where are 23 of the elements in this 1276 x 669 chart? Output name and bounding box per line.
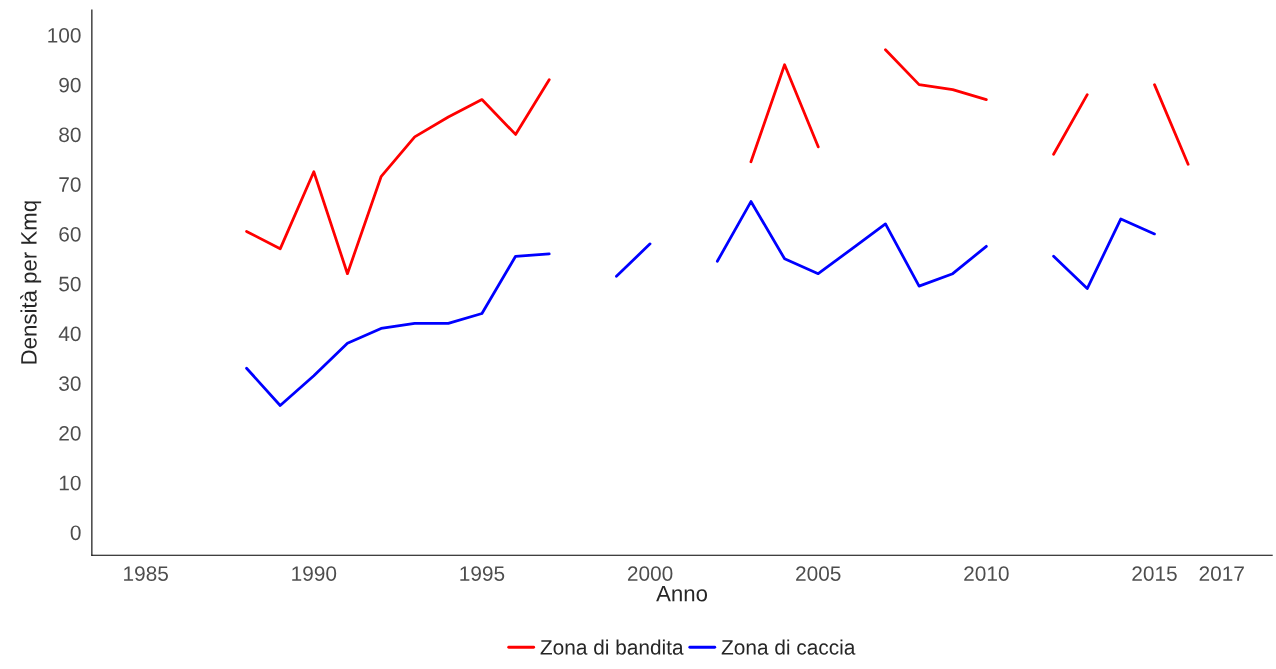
- y-tick-label: 40: [58, 326, 81, 342]
- y-tick-label: 70: [59, 177, 81, 192]
- x-tick-label: 1990: [292, 566, 337, 581]
- y-tick-label: 30: [59, 376, 81, 391]
- y-tick-label: 100: [48, 27, 81, 43]
- y-tick-label: 60: [59, 226, 81, 242]
- y-axis-title: Densità per Kmq: [20, 201, 42, 364]
- x-tick-label: 1985: [124, 566, 168, 581]
- y-tick-label: 90: [59, 77, 81, 93]
- x-axis-title: Anno: [656, 585, 708, 602]
- x-tick-label: 2017: [1199, 566, 1244, 581]
- x-tick-label: 2015: [1132, 566, 1177, 581]
- x-tick-label: 2005: [796, 566, 841, 581]
- x-tick-label: 1995: [460, 566, 505, 581]
- y-tick-label: 80: [59, 127, 81, 143]
- y-tick-label: 20: [59, 425, 81, 441]
- x-tick-label: 2000: [627, 566, 673, 581]
- legend-label: Zona di caccia: [721, 639, 856, 655]
- y-tick-label: 10: [59, 475, 81, 491]
- x-tick-label: 2010: [964, 566, 1009, 581]
- y-tick-label: 0: [70, 525, 81, 541]
- y-tick-label: 50: [59, 276, 81, 292]
- legend-label: Zona di bandita: [540, 639, 684, 655]
